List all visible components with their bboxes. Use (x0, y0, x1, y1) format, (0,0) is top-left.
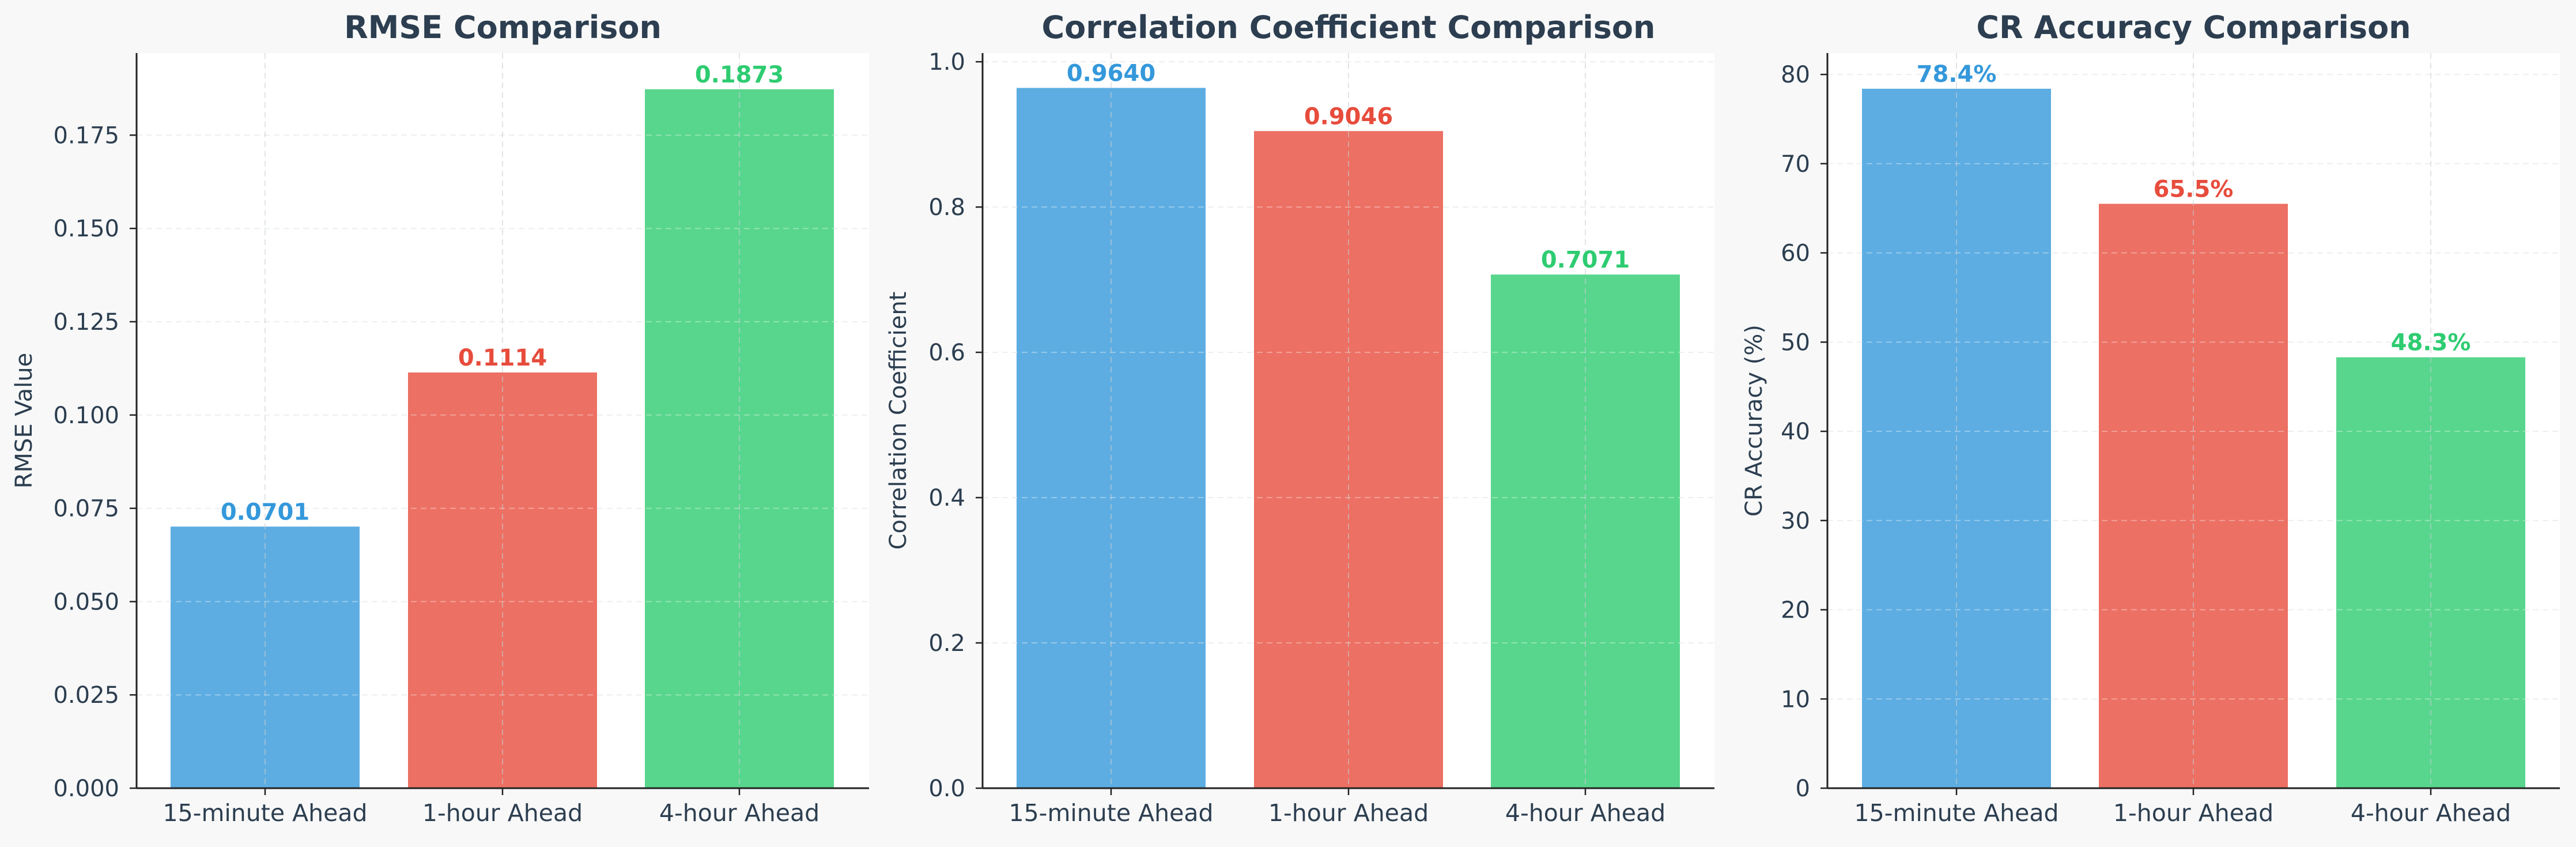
y-tick-label: 0.000 (53, 776, 119, 802)
x-tick-label: 4-hour Ahead (1505, 799, 1665, 827)
data-label: 0.9640 (1067, 60, 1155, 86)
x-tick-label: 4-hour Ahead (659, 799, 819, 827)
data-label: 0.9046 (1304, 103, 1393, 130)
x-tick-label: 1-hour Ahead (2113, 799, 2273, 827)
y-tick-label: 0.050 (53, 589, 119, 615)
y-tick-label: 10 (1781, 686, 1810, 713)
y-tick-label: 80 (1781, 62, 1810, 88)
data-label: 0.1114 (458, 345, 547, 371)
x-tick-label: 15-minute Ahead (1009, 799, 1213, 827)
y-tick-label: 0.0 (928, 776, 965, 802)
chart-title: RMSE Comparison (344, 9, 662, 46)
y-axis-label: CR Accuracy (%) (1741, 325, 1767, 517)
y-tick-label: 0.8 (928, 194, 965, 221)
chart-panel-1: 0.0701 0.1114 0.1873 0.000 0.025 0.050 0.075 0.… (11, 9, 869, 827)
x-tick-label: 15-minute Ahead (1854, 799, 2058, 827)
y-tick-label: 20 (1781, 597, 1810, 624)
y-tick-label: 0.100 (53, 402, 119, 429)
y-tick-label: 50 (1781, 329, 1810, 356)
bar (408, 372, 597, 788)
data-label: 0.1873 (695, 62, 784, 88)
y-tick-label: 40 (1781, 419, 1810, 445)
y-tick-label: 1.0 (928, 49, 965, 76)
chart-title: Correlation Coefficient Comparison (1042, 9, 1656, 46)
data-label: 65.5% (2154, 176, 2234, 202)
x-tick-label: 1-hour Ahead (1268, 799, 1429, 827)
chart-title: CR Accuracy Comparison (1976, 9, 2411, 46)
y-tick-label: 0.025 (53, 682, 119, 709)
data-label: 0.0701 (221, 499, 309, 525)
y-axis-label: RMSE Value (11, 353, 37, 489)
x-tick-label: 4-hour Ahead (2351, 799, 2511, 827)
chart-panel-3: 78.4% 65.5% 48.3% 0 10 20 30 40 50 60 70 80 15-minut… (1741, 9, 2560, 827)
y-tick-label: 0.2 (928, 630, 965, 657)
data-label: 78.4% (1917, 61, 1997, 88)
y-tick-label: 0.6 (928, 340, 965, 366)
y-tick-label: 0 (1796, 776, 1810, 802)
y-tick-label: 60 (1781, 240, 1810, 267)
data-label: 0.7071 (1541, 247, 1630, 273)
data-label: 48.3% (2391, 330, 2471, 356)
x-tick-label: 15-minute Ahead (163, 799, 367, 827)
y-tick-label: 0.175 (53, 122, 119, 149)
y-tick-label: 30 (1781, 508, 1810, 534)
chart-panel-2: 0.9640 0.9046 0.7071 0.0 0.2 0.4 0.6 0.8 1.0 15-m… (885, 9, 1714, 827)
x-tick-label: 1-hour Ahead (422, 799, 583, 827)
y-axis-label: Correlation Coefficient (885, 292, 912, 550)
y-tick-label: 70 (1781, 151, 1810, 178)
y-tick-label: 0.4 (928, 485, 965, 511)
y-tick-label: 0.150 (53, 216, 119, 242)
y-tick-label: 0.125 (53, 309, 119, 336)
y-tick-label: 0.075 (53, 496, 119, 522)
